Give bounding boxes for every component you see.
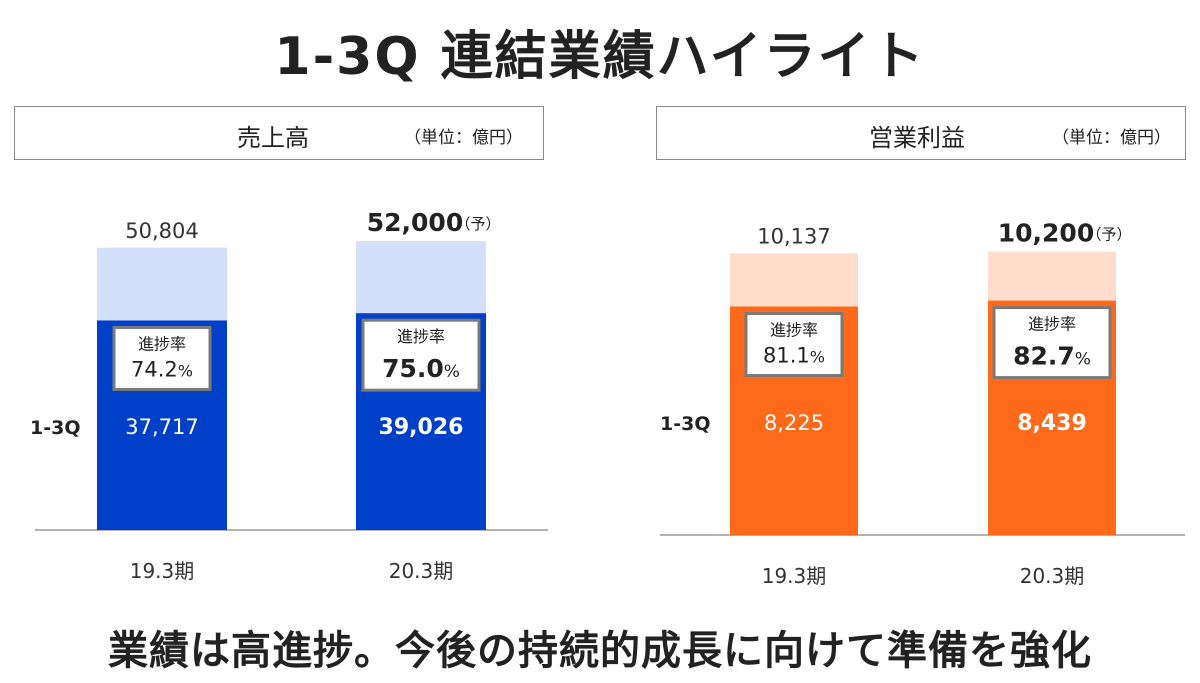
category-label-1: 19.3期 — [130, 559, 195, 583]
progress-label-1: 進捗率 — [138, 334, 186, 353]
total-bar-1 — [730, 253, 858, 307]
progress-value-1: 74.2% — [131, 357, 193, 381]
operating-profit-panel-title: 営業利益 — [869, 124, 965, 152]
page-title: 1-3Q 連結業績ハイライト — [274, 27, 926, 87]
actual-value-label-1: 37,717 — [125, 415, 198, 439]
operating-profit-panel-unit: （単位：億円） — [1052, 128, 1171, 148]
sales-chart: 1-3Q 50,804 進捗率 74.2% 37,717 19.3期 52,000（予） 進捗… — [30, 208, 548, 583]
progress-box-1 — [112, 325, 212, 391]
total-bar-2 — [988, 251, 1116, 301]
progress-label-2: 進捗率 — [1028, 315, 1076, 334]
total-value-label-2: 10,200 — [998, 219, 1094, 248]
actual-value-label-1: 8,225 — [764, 411, 824, 435]
progress-label-1: 進捗率 — [770, 321, 818, 340]
total-bar-1 — [97, 247, 227, 321]
row-label: 1-3Q — [30, 417, 80, 439]
category-label-2: 20.3期 — [389, 559, 454, 583]
sales-panel-title: 売上高 — [237, 124, 309, 152]
actual-value-label-2: 39,026 — [379, 415, 464, 440]
progress-label-2: 進捗率 — [397, 327, 445, 346]
row-label: 1-3Q — [660, 413, 710, 435]
total-value-label-2: 52,000 — [367, 208, 463, 237]
total-bar-2 — [356, 241, 486, 314]
forecast-mark-2: （予） — [455, 215, 500, 233]
total-value-label-1: 10,137 — [757, 224, 830, 248]
progress-box-1 — [744, 312, 844, 378]
forecast-mark-2: （予） — [1086, 226, 1131, 244]
operating-profit-panel-header: 営業利益 （単位：億円） — [656, 106, 1186, 160]
sales-panel-unit: （単位：億円） — [404, 128, 523, 148]
category-label-2: 20.3期 — [1020, 564, 1085, 588]
category-label-1: 19.3期 — [762, 564, 827, 588]
operating-profit-chart: 1-3Q 10,137 進捗率 81.1% 8,225 19.3期 10,200（予） 進捗率… — [660, 219, 1185, 588]
footer-message: 業績は高進捗。今後の持続的成長に向けて準備を強化 — [108, 628, 1092, 674]
sales-panel-header: 売上高 （単位：億円） — [14, 106, 544, 160]
progress-value-1: 81.1% — [763, 344, 825, 368]
total-value-label-1: 50,804 — [125, 219, 198, 243]
progress-box-2 — [992, 306, 1112, 380]
progress-box-2 — [361, 318, 481, 392]
actual-value-label-2: 8,439 — [1017, 411, 1087, 436]
